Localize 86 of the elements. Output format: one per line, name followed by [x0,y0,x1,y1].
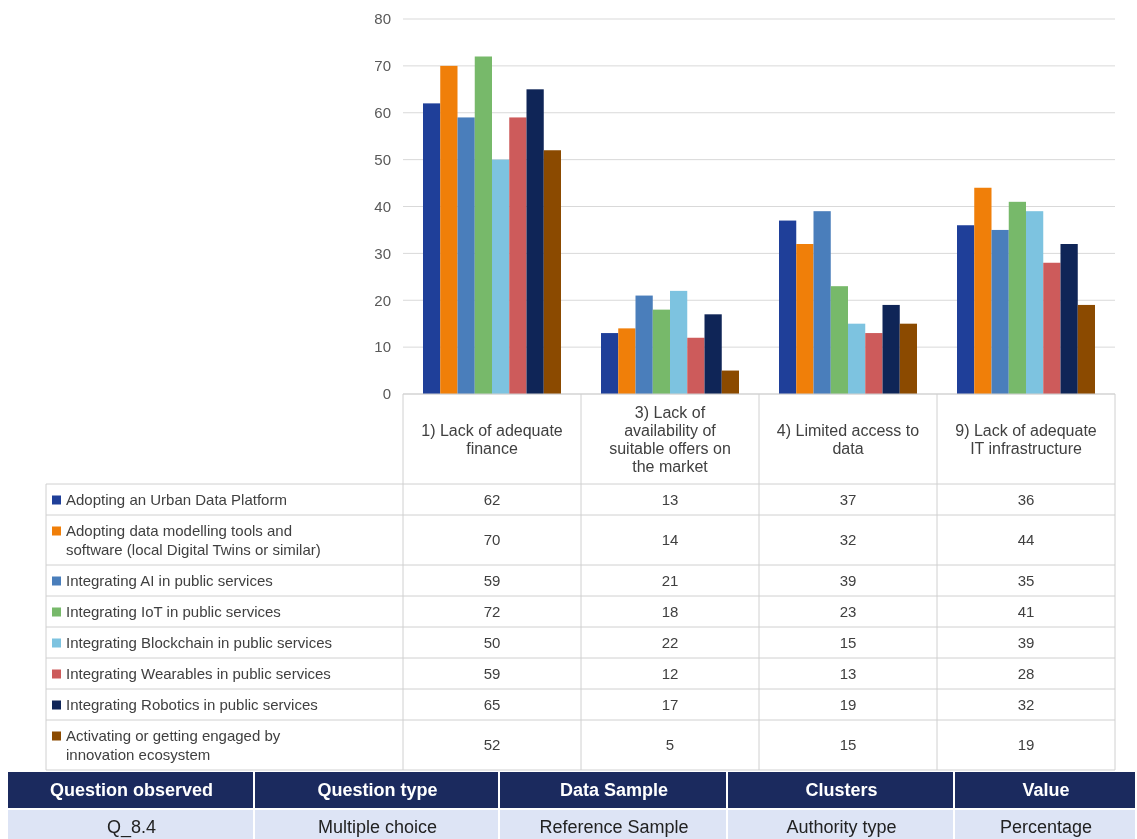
bar [543,150,561,394]
data-label: 59 [483,571,501,589]
x-tick-label: 3) Lack of availability of suitable offers on the market [609,403,731,475]
y-tick-label: 80 [374,10,391,28]
metadata-table: Question observed Question type Data Sample Clusters Value Q_8.4 Multiple choice Reference Sample Authority type Percentage [8,772,1135,839]
bar [830,286,848,394]
bar [991,229,1009,394]
bar [509,117,527,394]
data-label: 52 [483,736,501,754]
data-label: 44 [1017,531,1035,549]
legend-label: Integrating Wearables in public services [66,664,331,682]
data-label: 13 [839,664,857,682]
data-label: 15 [839,633,857,651]
bar [1008,201,1026,394]
data-label: 23 [839,602,857,620]
legend-label: Integrating Blockchain in public services [66,633,332,651]
legend-label: Adopting an Urban Data Platform [66,490,287,508]
data-label: 35 [1017,571,1035,589]
bar [865,333,883,394]
bar [601,333,619,394]
y-tick-label: 40 [374,197,391,215]
x-tick-label: 9) Lack of adequate IT infrastructure [955,421,1097,457]
data-label: 72 [483,602,501,620]
legend-label: Activating or getting engaged by innovation ecosystem [66,726,281,763]
y-tick-label: 50 [374,150,391,168]
data-label: 41 [1017,602,1035,620]
data-label: 12 [661,664,679,682]
data-label: 19 [839,695,857,713]
data-label: 15 [839,736,857,754]
data-label: 50 [483,633,501,651]
data-label: 17 [661,695,679,713]
bar [687,337,705,394]
data-label: 39 [839,571,857,589]
bar [457,117,475,394]
bar [796,244,814,394]
data-label: 32 [839,531,857,549]
bar [704,314,722,394]
data-label: 39 [1017,633,1035,651]
data-label: 70 [483,531,501,549]
data-label: 19 [1017,736,1035,754]
data-label: 59 [483,664,501,682]
data-label: 18 [661,602,679,620]
data-label: 22 [661,633,679,651]
bar [779,220,797,394]
legend-label: Adopting data modelling tools and software (local Digital Twins or similar) [66,521,321,558]
legend-label: Integrating Robotics in public services [66,695,318,713]
bar [1043,262,1061,394]
data-label: 21 [661,571,679,589]
y-tick-label: 60 [374,104,391,121]
data-label: 32 [1017,695,1035,713]
bar [492,159,510,394]
bar [1026,211,1044,394]
bar [1060,244,1078,394]
data-label: 5 [665,736,675,754]
bar [721,370,739,394]
x-tick-label: 1) Lack of adequate finance [421,421,563,457]
bar [848,323,866,394]
bar [652,309,670,394]
y-tick-label: 30 [374,244,391,262]
bar [635,295,653,394]
bar [882,304,900,394]
bar [474,56,492,394]
bar [1077,304,1095,394]
bar [957,225,975,394]
bar [526,89,544,394]
y-tick-label: 0 [382,385,391,403]
data-label: 36 [1017,490,1035,508]
legend-label: Integrating AI in public services [66,571,273,589]
data-label: 37 [839,490,857,508]
bar [899,323,917,394]
bar [670,290,688,394]
bar [618,328,636,394]
bar [440,65,458,394]
x-tick-label: 4) Limited access to data [776,421,920,457]
y-tick-label: 10 [374,338,391,356]
y-tick-label: 70 [374,57,391,75]
legend-label: Integrating IoT in public services [66,602,281,620]
bar [813,211,831,394]
data-label: 13 [661,490,679,508]
bar [423,103,441,394]
data-label: 28 [1017,664,1035,682]
data-label: 14 [661,531,679,549]
y-tick-label: 20 [374,291,391,309]
bar [974,187,992,394]
data-label: 62 [483,490,501,508]
data-label: 65 [483,695,501,713]
